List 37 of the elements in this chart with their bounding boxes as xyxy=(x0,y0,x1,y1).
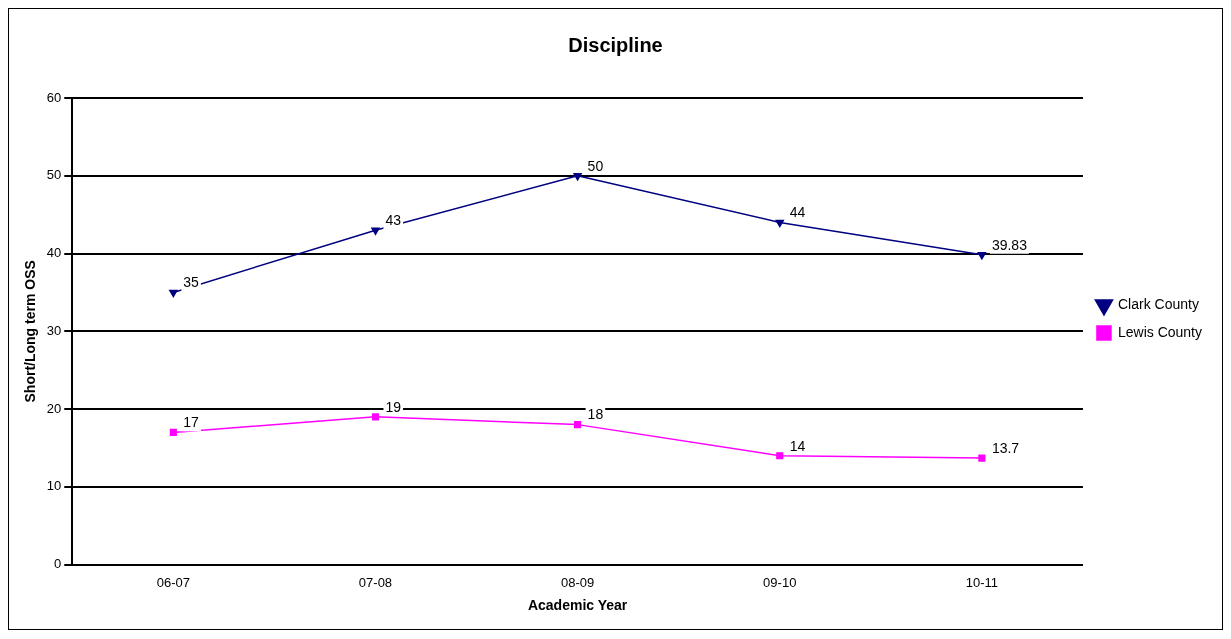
data-label: 35 xyxy=(183,274,200,291)
data-label: 13.7 xyxy=(991,439,1020,456)
y-axis-title: Short/Long term OSS xyxy=(22,260,39,403)
data-label: 18 xyxy=(587,406,604,423)
point xyxy=(775,219,784,228)
y-tick-label: 40 xyxy=(46,245,62,261)
x-tick-label: 08-09 xyxy=(560,574,595,590)
data-label: 17 xyxy=(183,414,200,431)
y-tick-label: 30 xyxy=(46,322,62,338)
point xyxy=(169,289,178,298)
data-label: 19 xyxy=(385,398,402,415)
y-tick-label: 60 xyxy=(46,89,62,105)
legend-label: Lewis County xyxy=(1117,323,1203,340)
y-tick-label: 0 xyxy=(54,556,62,572)
x-tick-label: 06-07 xyxy=(156,574,190,590)
x-axis-title: Academic Year xyxy=(527,597,628,614)
point xyxy=(371,227,380,235)
point xyxy=(776,452,784,460)
point xyxy=(574,421,582,429)
point xyxy=(977,252,987,260)
data-label: 44 xyxy=(789,204,806,221)
legend-label: Clark County xyxy=(1117,295,1199,312)
y-tick-label: 10 xyxy=(46,478,62,494)
data-label: 50 xyxy=(587,157,604,174)
x-tick-label: 07-08 xyxy=(358,574,393,590)
point xyxy=(573,173,582,181)
point xyxy=(978,454,986,462)
point xyxy=(169,428,177,436)
data-label: 39.83 xyxy=(991,236,1028,253)
y-tick-label: 20 xyxy=(46,400,62,416)
data-label: 43 xyxy=(385,212,402,229)
point xyxy=(371,413,380,421)
x-tick-label: 09-10 xyxy=(763,574,797,590)
data-label: 14 xyxy=(789,437,806,454)
chart-title: Discipline xyxy=(568,33,663,56)
x-tick-label: 10-11 xyxy=(965,574,999,590)
y-tick-label: 50 xyxy=(46,167,62,183)
